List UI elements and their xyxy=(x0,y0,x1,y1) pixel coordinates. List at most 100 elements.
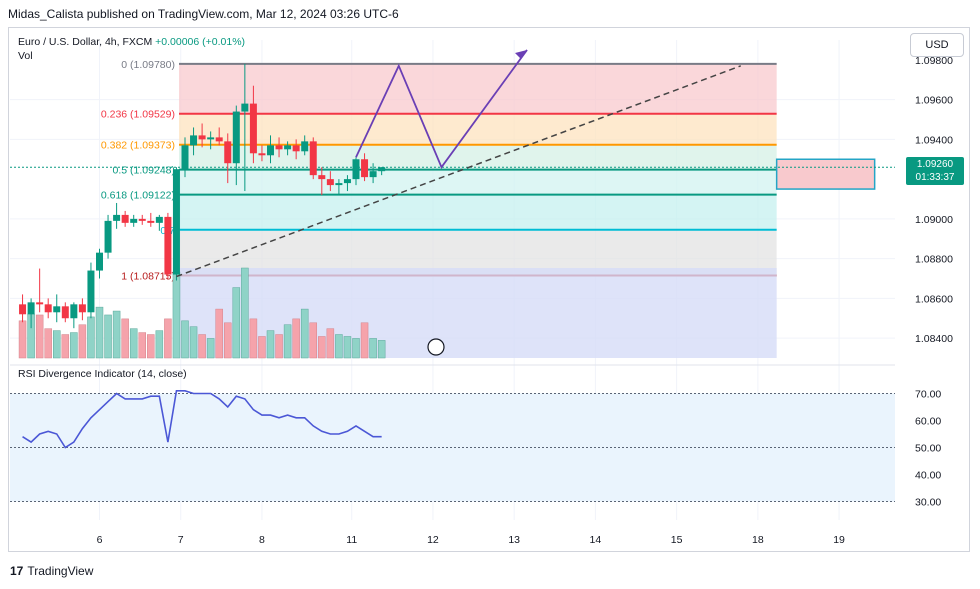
candle-body xyxy=(361,159,369,178)
volume-bar xyxy=(78,324,87,359)
time-tick-label: 19 xyxy=(833,534,845,546)
last-price-tag: 1.09260 01:33:37 xyxy=(906,157,964,185)
volume-bar xyxy=(172,271,181,359)
volume-bar xyxy=(70,332,78,359)
candle-body xyxy=(378,167,386,172)
candle-body xyxy=(172,169,180,275)
volume-bar xyxy=(318,336,326,359)
volume-bar xyxy=(164,318,172,359)
volume-bar xyxy=(95,306,104,359)
time-tick-label: 15 xyxy=(671,534,683,546)
candle-body xyxy=(164,216,172,275)
volume-label[interactable]: Vol xyxy=(18,50,33,62)
price-tick-label: 1.08400 xyxy=(915,333,953,345)
candle-body xyxy=(198,135,206,140)
volume-bar xyxy=(155,330,164,359)
candle-body xyxy=(369,171,377,178)
footer: 17 TradingView xyxy=(10,564,93,578)
volume-bar xyxy=(87,316,95,359)
volume-bar xyxy=(343,336,352,359)
volume-bar xyxy=(147,334,155,359)
tradingview-logo-icon[interactable]: 17 xyxy=(10,564,24,578)
candle-body xyxy=(138,218,146,221)
volume-bar xyxy=(189,326,198,359)
volume-bar xyxy=(18,320,27,359)
candle-body xyxy=(147,220,155,223)
time-tick-label: 11 xyxy=(346,534,357,546)
volume-bar xyxy=(283,324,292,359)
volume-bar xyxy=(138,332,146,359)
fib-level-label: 0 (1.09780) xyxy=(121,59,175,71)
fib-level-label: 0.618 (1.09122) xyxy=(101,190,175,202)
candle-body xyxy=(181,145,189,170)
time-tick-label: 13 xyxy=(508,534,520,546)
price-tick-label: 1.09600 xyxy=(915,95,953,107)
volume-bar xyxy=(215,308,223,359)
volume-bar xyxy=(352,338,360,359)
candle-body xyxy=(284,145,292,150)
price-tick-label: 1.08800 xyxy=(915,254,953,266)
symbol-title[interactable]: Euro / U.S. Dollar, 4h, FXCM xyxy=(18,36,153,48)
volume-bar xyxy=(249,318,258,359)
price-tick-label: 1.09800 xyxy=(915,55,953,67)
time-tick-label: 14 xyxy=(590,534,602,546)
volume-bar xyxy=(181,320,189,359)
candle-body xyxy=(70,304,78,319)
price-tick-label: 1.08600 xyxy=(915,293,953,305)
fib-level-label: 0.5 (1.09248) xyxy=(113,165,175,177)
volume-bar xyxy=(275,334,283,359)
volume-bar xyxy=(326,328,335,359)
volume-bar xyxy=(61,334,70,359)
candle-body xyxy=(78,304,86,313)
candle-body xyxy=(53,306,61,313)
range-highlight-box xyxy=(775,158,876,190)
time-tick-label: 8 xyxy=(259,534,265,546)
candle-body xyxy=(61,306,69,319)
currency-button[interactable]: USD xyxy=(910,33,964,57)
pattern-path xyxy=(355,49,528,170)
candle-body xyxy=(96,252,103,271)
volume-bar xyxy=(121,318,129,359)
candle-body xyxy=(155,216,163,223)
volume-bar xyxy=(206,338,215,359)
volume-bar xyxy=(232,287,241,359)
candle-body xyxy=(326,179,334,186)
candle-body xyxy=(352,159,360,180)
fib-band xyxy=(179,63,777,114)
volume-bar xyxy=(241,267,249,359)
volume-bar xyxy=(35,314,44,359)
time-tick-label: 6 xyxy=(97,534,103,546)
candle-body xyxy=(318,175,326,180)
candle-body xyxy=(275,145,283,150)
time-tick-label: 18 xyxy=(752,534,764,546)
brand-name[interactable]: TradingView xyxy=(27,564,94,578)
volume-bar xyxy=(104,314,112,359)
candle-body xyxy=(190,135,198,146)
volume-bar xyxy=(198,334,206,359)
volume-bar xyxy=(129,328,138,359)
volume-bar xyxy=(258,336,266,359)
fib-level-label: 0.236 (1.09529) xyxy=(101,109,175,121)
volume-bar xyxy=(335,334,343,359)
candle-body xyxy=(19,304,27,315)
rsi-tick-label: 30.00 xyxy=(915,497,941,509)
candle-body xyxy=(267,145,274,156)
volume-bar xyxy=(266,330,275,359)
fib-band xyxy=(179,229,777,276)
candle-body xyxy=(87,270,95,313)
candle-body xyxy=(335,183,343,186)
fib-band xyxy=(179,169,777,195)
last-price: 1.09260 xyxy=(916,159,954,170)
price-change: +0.00006 (+0.01%) xyxy=(155,36,246,48)
rsi-legend[interactable]: RSI Divergence Indicator (14, close) xyxy=(18,368,187,380)
volume-bar xyxy=(300,308,309,359)
candle-body xyxy=(292,145,300,152)
time-tick-label: 12 xyxy=(427,534,439,546)
rsi-tick-label: 60.00 xyxy=(915,416,941,428)
rsi-tick-label: 70.00 xyxy=(915,389,941,401)
chart-frame xyxy=(8,27,970,552)
candle-body xyxy=(309,141,317,176)
rsi-tick-label: 50.00 xyxy=(915,443,941,455)
candle-body xyxy=(207,137,215,140)
